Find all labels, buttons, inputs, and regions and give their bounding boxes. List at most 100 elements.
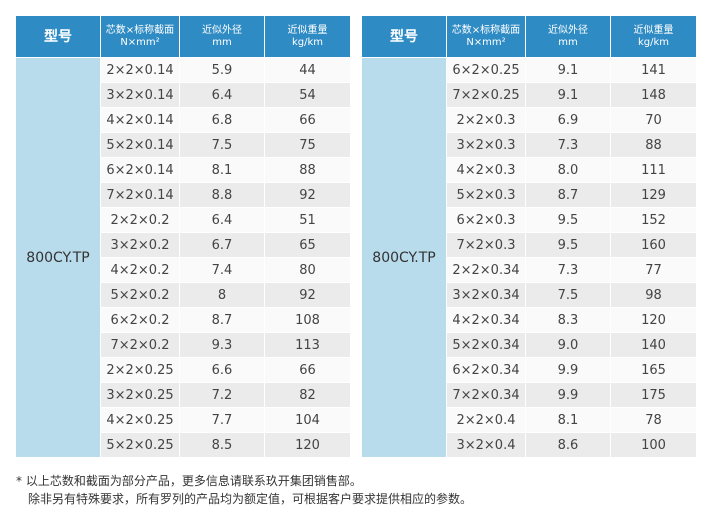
table-cell: 3×2×0.25	[101, 383, 180, 408]
cell-text: 4×2×0.2	[110, 262, 170, 278]
cell-text: 44	[299, 62, 316, 78]
table-cell: 7.5	[180, 133, 265, 158]
table-cell: 4×2×0.25	[101, 408, 180, 433]
table-cell: 6×2×0.34	[447, 358, 526, 383]
cell-text: 2×2×0.2	[110, 212, 170, 228]
model-text: 800CY.TP	[372, 249, 436, 266]
table-cell: 88	[265, 158, 351, 183]
cell-text: 120	[295, 437, 320, 453]
table-cell: 4×2×0.2	[101, 258, 180, 283]
cell-text: 6×2×0.2	[110, 312, 170, 328]
header-text: 近似重量	[633, 24, 674, 36]
table-cell: 2×2×0.3	[447, 108, 526, 133]
table-cell: 3×2×0.3	[447, 133, 526, 158]
cell-text: 8.8	[211, 187, 233, 203]
table-cell: 54	[265, 83, 351, 108]
cell-text: 148	[641, 87, 666, 103]
cell-text: 3×2×0.4	[456, 437, 516, 453]
header-text: 近似重量	[287, 24, 328, 36]
header-text: kg/km	[291, 36, 324, 48]
table-cell: 80	[265, 258, 351, 283]
table-cell: 6×2×0.3	[447, 208, 526, 233]
cell-text: 92	[299, 187, 316, 203]
cell-text: 70	[645, 112, 662, 128]
table-cell: 9.5	[526, 208, 611, 233]
table-cell: 108	[265, 308, 351, 333]
table-cell: 4×2×0.14	[101, 108, 180, 133]
header-cell: 近似重量 kg/km	[265, 16, 351, 58]
cell-text: 9.3	[211, 337, 233, 353]
table-cell: 120	[611, 308, 697, 333]
footnote: * 以上芯数和截面为部分产品，更多信息请联系玖开集团销售部。	[16, 474, 362, 488]
cell-text: 5×2×0.14	[106, 137, 174, 153]
cell-text: 2×2×0.14	[106, 62, 174, 78]
cell-text: 120	[641, 312, 666, 328]
header-text: N×mm²	[466, 36, 506, 48]
cell-text: 9.5	[557, 237, 579, 253]
table-cell: 5×2×0.3	[447, 183, 526, 208]
table-cell: 65	[265, 233, 351, 258]
table-cell: 8.7	[180, 308, 265, 333]
table-cell: 8.7	[526, 183, 611, 208]
table-cell: 7.3	[526, 258, 611, 283]
table-cell: 2×2×0.2	[101, 208, 180, 233]
cell-text: 65	[299, 237, 316, 253]
header-text: mm	[212, 36, 232, 48]
table-cell: 88	[611, 133, 697, 158]
table-cell: 160	[611, 233, 697, 258]
header-text: N×mm²	[120, 36, 160, 48]
table-cell: 148	[611, 83, 697, 108]
header-cell: 近似重量 kg/km	[611, 16, 697, 58]
header-text: 型号	[390, 28, 418, 45]
table-cell: 9.9	[526, 358, 611, 383]
cell-text: 6×2×0.34	[452, 362, 520, 378]
table-cell: 9.5	[526, 233, 611, 258]
cell-text: 8.7	[211, 312, 233, 328]
cell-text: 7×2×0.34	[452, 387, 520, 403]
header-text: 型号	[44, 28, 72, 45]
header-cell: 近似外径 mm	[526, 16, 611, 58]
cell-text: 8.1	[557, 412, 579, 428]
table-cell: 4×2×0.3	[447, 158, 526, 183]
header-cell: 型号	[362, 16, 447, 58]
table-cell: 175	[611, 383, 697, 408]
cell-text: 6×2×0.25	[452, 62, 520, 78]
cell-text: 7×2×0.3	[456, 237, 516, 253]
cell-text: 6.4	[211, 212, 233, 228]
cell-text: 3×2×0.3	[456, 137, 516, 153]
table-cell: 5×2×0.14	[101, 133, 180, 158]
cell-text: 78	[645, 412, 662, 428]
table-cell: 44	[265, 58, 351, 83]
table-cell: 4×2×0.34	[447, 308, 526, 333]
cell-text: 8.0	[557, 162, 579, 178]
table-cell: 6.6	[180, 358, 265, 383]
table-cell: 9.0	[526, 333, 611, 358]
cell-text: 7.7	[211, 412, 233, 428]
header-text: 近似外径	[202, 24, 242, 36]
header-cell: 芯数×标称截面 N×mm²	[101, 16, 180, 58]
header-text: 芯数×标称截面	[451, 24, 521, 36]
cell-text: 111	[641, 162, 666, 178]
cell-text: 2×2×0.3	[456, 112, 516, 128]
table-cell: 2×2×0.25	[101, 358, 180, 383]
table-cell: 113	[265, 333, 351, 358]
table-cell: 6.4	[180, 83, 265, 108]
header-text: 近似外径	[548, 24, 588, 36]
cell-text: 6.4	[211, 87, 233, 103]
cell-text: 8.5	[211, 437, 233, 453]
table-cell: 51	[265, 208, 351, 233]
cell-text: 66	[299, 112, 316, 128]
cell-text: 175	[641, 387, 666, 403]
cell-text: 66	[299, 362, 316, 378]
cell-text: 113	[295, 337, 320, 353]
cell-text: 6.7	[211, 237, 233, 253]
table-cell: 3×2×0.14	[101, 83, 180, 108]
table-cell: 6.4	[180, 208, 265, 233]
table-cell: 70	[611, 108, 697, 133]
cell-text: 7.3	[557, 137, 579, 153]
table-cell: 140	[611, 333, 697, 358]
cell-text: 8.7	[557, 187, 579, 203]
cell-text: 100	[641, 437, 666, 453]
table-cell: 165	[611, 358, 697, 383]
